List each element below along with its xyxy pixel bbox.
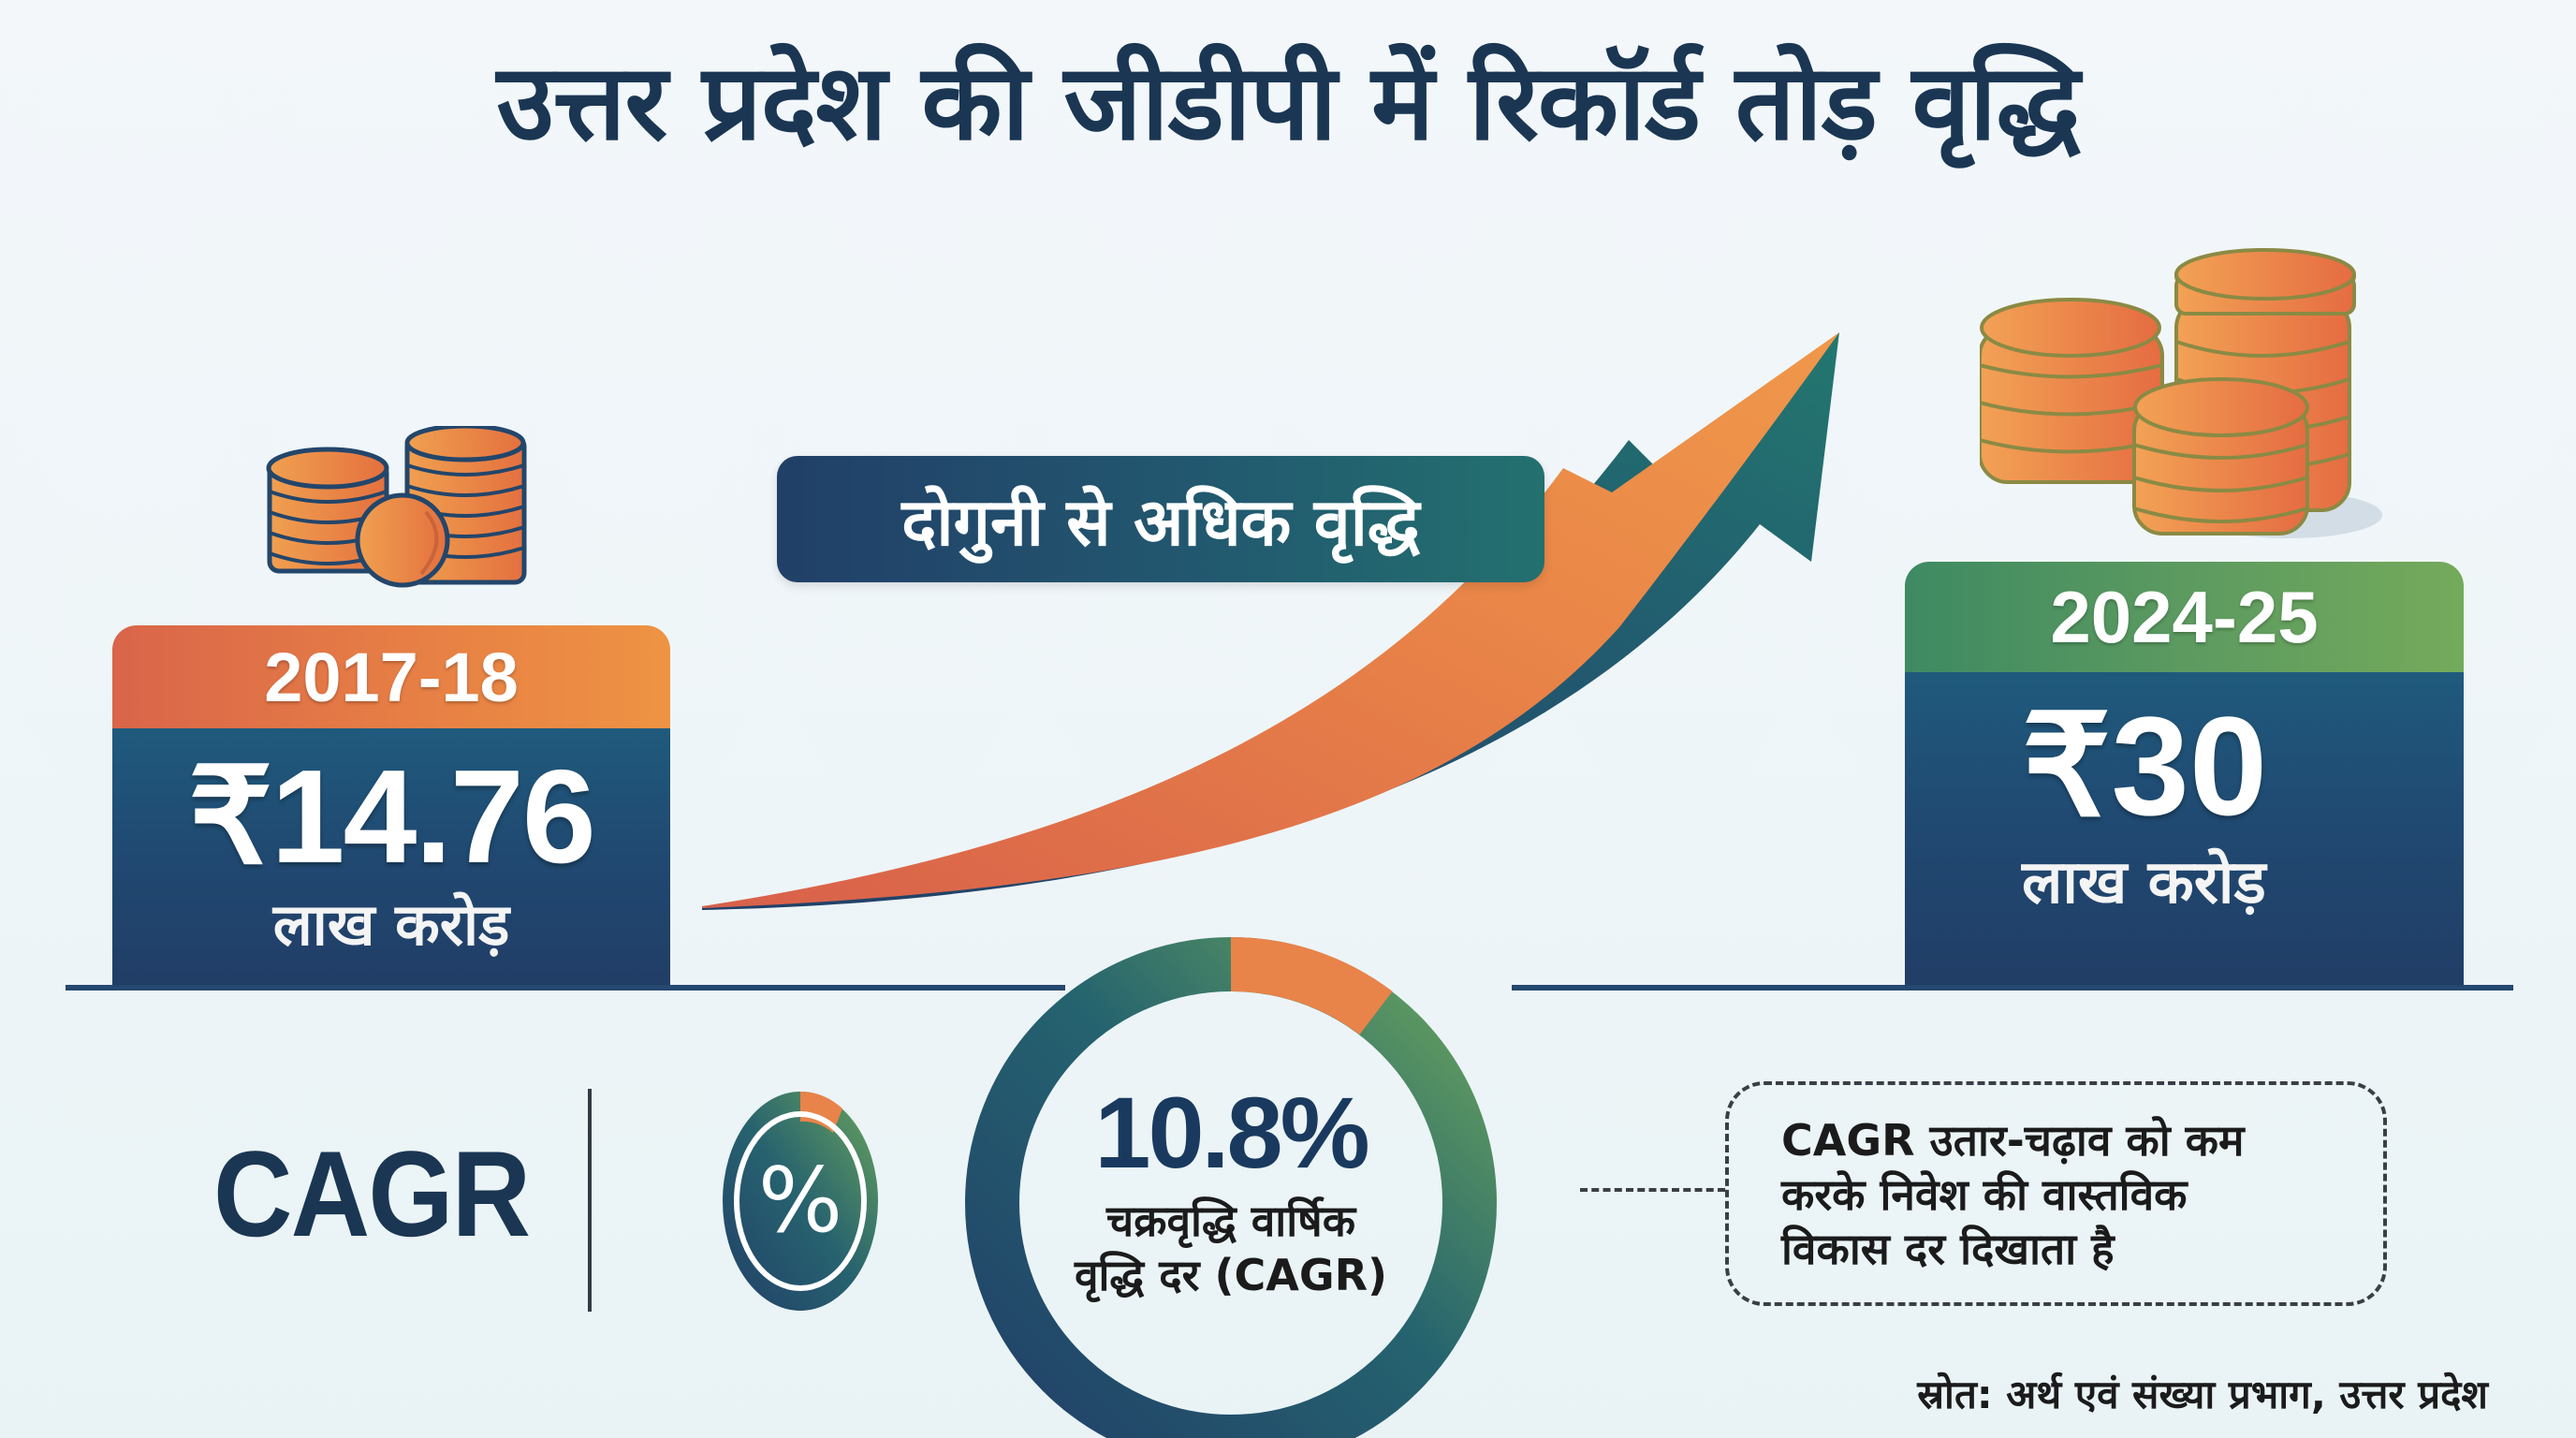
gdp-unit: लाख करोड़ [272, 890, 510, 959]
percent-icon: % [723, 1091, 878, 1311]
note-line3: विकास दर दिखाता है [1781, 1224, 2115, 1274]
divider [588, 1089, 592, 1312]
cagr-donut-chart [965, 936, 1497, 1438]
baseline-right [1512, 985, 2513, 990]
baseline-left [66, 985, 1065, 990]
gdp-amount: ₹30 [2022, 687, 2268, 844]
source-credit: स्रोत: अर्थ एवं संख्या प्रभाग, उत्तर प्र… [1917, 1372, 2488, 1417]
cagr-value: 10.8% [1094, 1076, 1369, 1189]
cagr-caption-line2: वृद्धि दर (CAGR) [1074, 1250, 1388, 1300]
growth-arrow-icon [702, 332, 1839, 910]
growth-badge: दोगुनी से अधिक वृद्धि [777, 456, 1544, 582]
year-label: 2017-18 [112, 625, 670, 728]
coin-stack-large-icon [1980, 248, 2382, 538]
cagr-explanation-box: CAGR उतार-चढ़ाव को कम करके निवेश की वास्… [1725, 1081, 2387, 1306]
page-title: उत्तर प्रदेश की जीडीपी में रिकॉर्ड तोड़ … [496, 42, 2081, 164]
cagr-caption: चक्रवृद्धि वार्षिक वृद्धि दर (CAGR) [1030, 1194, 1432, 1302]
cagr-caption-line1: चक्रवृद्धि वार्षिक [1105, 1196, 1356, 1246]
cagr-label: CAGR [213, 1125, 531, 1262]
gdp-unit: लाख करोड़ [2022, 848, 2266, 917]
year-card-2017-18: 2017-18 ₹14.76 लाख करोड़ [112, 625, 670, 989]
year-card-2024-25: 2024-25 ₹30 लाख करोड़ [1905, 562, 2464, 989]
dashed-connector [1580, 1188, 1725, 1192]
year-label: 2024-25 [1905, 562, 2464, 672]
coin-stack-small-icon [266, 426, 527, 588]
note-line2: करके निवेश की वास्तविक [1781, 1169, 2188, 1220]
note-line1: CAGR उतार-चढ़ाव को कम [1781, 1115, 2245, 1166]
svg-text:%: % [758, 1150, 842, 1253]
gdp-amount: ₹14.76 [188, 742, 596, 891]
